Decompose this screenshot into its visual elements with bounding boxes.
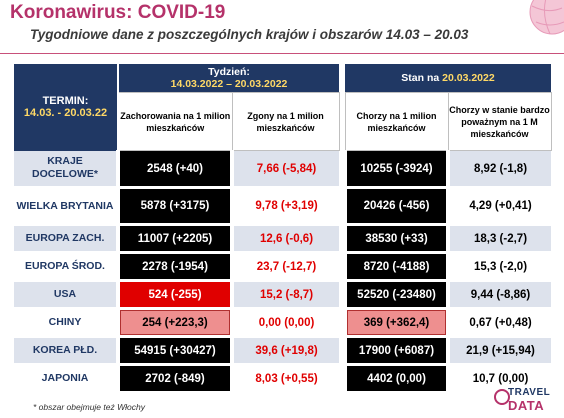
table-row: KOREA PŁD. 54915 (+30427) 39,6 (+19,8) 1790… — [14, 336, 551, 366]
row-label: KOREA PŁD. — [14, 336, 118, 366]
cell-sick: 52520 (-23480) — [343, 280, 450, 310]
cell-cases: 54915 (+30427) — [116, 336, 234, 366]
logo-data: DATA — [508, 398, 545, 413]
cell-deaths: 8,03 (+0,55) — [232, 364, 339, 394]
cell-sick: 10255 (-3924) — [343, 150, 450, 189]
row-label: KRAJE DOCELOWE* — [14, 150, 118, 189]
cell-sick: 4402 (0,00) — [343, 364, 450, 394]
cell-severe: 10,7 (0,00) — [448, 364, 551, 394]
cell-severe: 21,9 (+15,94) — [448, 336, 551, 366]
travel-data-logo: TRAVEL DATA — [494, 385, 552, 417]
cell-cases: 254 (+223,3) — [116, 308, 234, 338]
cell-severe: 9,44 (-8,86) — [448, 280, 551, 310]
table-row: CHINY 254 (+223,3) 0,00 (0,00) 369 (+362,4)… — [14, 308, 551, 338]
row-label: JAPONIA — [14, 364, 118, 394]
week-header: Tydzień: 14.03.2022 – 20.03.2022 — [118, 64, 339, 93]
table-row: WIELKA BRYTANIA 5878 (+3175) 9,78 (+3,19) 2… — [14, 187, 551, 226]
cell-severe: 18,3 (-2,7) — [448, 224, 551, 254]
table-row: KRAJE DOCELOWE* 2548 (+40) 7,66 (-5,84) 102… — [14, 150, 551, 189]
state-label: Stan na — [401, 72, 443, 84]
week-label: Tydzień: — [208, 66, 250, 78]
cell-deaths: 7,66 (-5,84) — [232, 150, 339, 189]
table-row: JAPONIA 2702 (-849) 8,03 (+0,55) 4402 (0,00… — [14, 364, 551, 394]
cell-deaths: 23,7 (-12,7) — [232, 252, 339, 282]
footnote: * obszar obejmuje też Włochy — [33, 402, 145, 412]
cell-cases: 5878 (+3175) — [116, 187, 234, 226]
col-header-cases: Zachorowania na 1 milion mieszkańców — [117, 92, 233, 151]
cell-severe: 15,3 (-2,0) — [448, 252, 551, 282]
cell-deaths: 15,2 (-8,7) — [232, 280, 339, 310]
table-row: EUROPA ZACH. 11007 (+2205) 12,6 (-0,6) 3853… — [14, 224, 551, 254]
cell-sick: 20426 (-456) — [343, 187, 450, 226]
cell-sick: 369 (+362,4) — [343, 308, 450, 338]
table-row: USA 524 (-255) 15,2 (-8,7) 52520 (-23480) 9,… — [14, 280, 551, 310]
row-label: CHINY — [14, 308, 118, 338]
cell-deaths: 0,00 (0,00) — [232, 308, 339, 338]
cell-severe: 4,29 (+0,41) — [448, 187, 551, 226]
page-title: Koronawirus: COVID-19 — [10, 2, 226, 23]
row-label: USA — [14, 280, 118, 310]
page-subtitle: Tygodniowe dane z poszczególnych krajów … — [30, 27, 469, 42]
cell-deaths: 12,6 (-0,6) — [232, 224, 339, 254]
state-header: Stan na 20.03.2022 — [345, 64, 551, 93]
col-header-deaths: Zgony na 1 milion mieszkańców — [231, 92, 340, 151]
logo-travel: TRAVEL — [508, 387, 551, 398]
cell-cases: 2702 (-849) — [116, 364, 234, 394]
covid-table: TERMIN: 14.03. - 20.03.22 Tydzień: 14.03… — [14, 64, 552, 394]
cell-deaths: 39,6 (+19,8) — [232, 336, 339, 366]
cell-cases: 11007 (+2205) — [116, 224, 234, 254]
col-header-severe: Chorzy w stanie bardzo poważnym na 1 M m… — [447, 92, 552, 151]
termin-dates: 14.03. - 20.03.22 — [23, 107, 108, 120]
cell-cases: 2548 (+40) — [116, 150, 234, 189]
termin-header: TERMIN: 14.03. - 20.03.22 — [14, 64, 119, 151]
cell-sick: 8720 (-4188) — [343, 252, 450, 282]
col-header-sick: Chorzy na 1 milion mieszkańców — [344, 92, 449, 151]
cell-sick: 17900 (+6087) — [343, 336, 450, 366]
cell-cases: 2278 (-1954) — [116, 252, 234, 282]
cell-severe: 0,67 (+0,48) — [448, 308, 551, 338]
row-label: EUROPA ŚROD. — [14, 252, 118, 282]
termin-label: TERMIN: — [42, 95, 89, 108]
row-label: EUROPA ZACH. — [14, 224, 118, 254]
globe-icon — [529, 0, 564, 35]
row-label: WIELKA BRYTANIA — [14, 187, 118, 226]
state-date: 20.03.2022 — [442, 72, 495, 84]
cell-severe: 8,92 (-1,8) — [448, 150, 551, 189]
table-row: EUROPA ŚROD. 2278 (-1954) 23,7 (-12,7) 8720… — [14, 252, 551, 282]
cell-sick: 38530 (+33) — [343, 224, 450, 254]
logo-ring-icon — [494, 389, 510, 405]
cell-cases: 524 (-255) — [116, 280, 234, 310]
cell-deaths: 9,78 (+3,19) — [232, 187, 339, 226]
header-rule — [0, 53, 564, 54]
week-dates: 14.03.2022 – 20.03.2022 — [170, 78, 288, 90]
